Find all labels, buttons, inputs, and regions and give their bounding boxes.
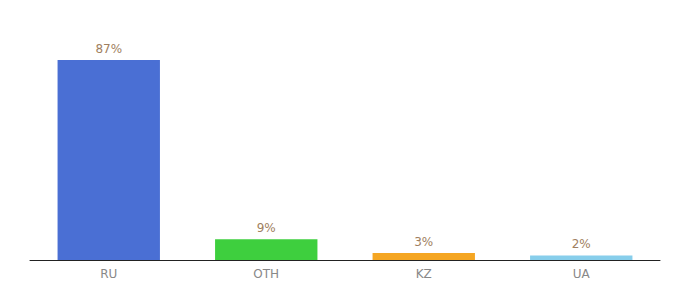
svg-text:RU: RU: [100, 267, 117, 281]
svg-text:KZ: KZ: [416, 267, 432, 281]
svg-text:2%: 2%: [572, 237, 591, 251]
svg-text:3%: 3%: [414, 235, 433, 249]
svg-text:9%: 9%: [257, 221, 276, 235]
svg-text:UA: UA: [573, 267, 591, 281]
svg-text:OTH: OTH: [253, 267, 279, 281]
svg-text:87%: 87%: [95, 42, 122, 56]
